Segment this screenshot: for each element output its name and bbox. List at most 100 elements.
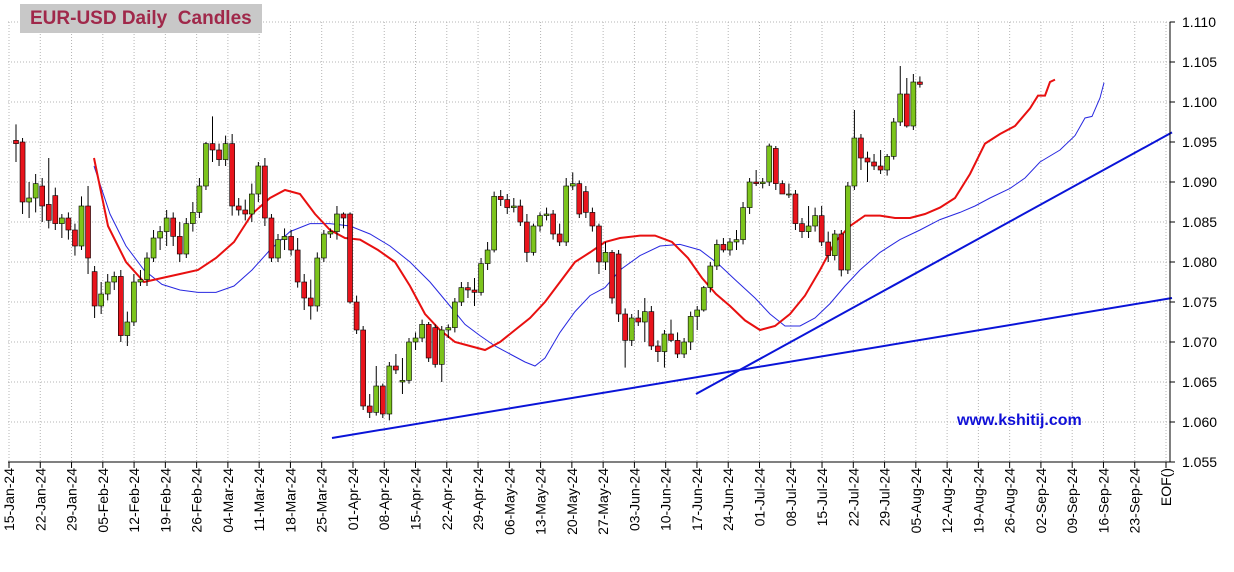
candle	[720, 238, 727, 253]
candle	[674, 332, 681, 358]
x-tick-label: 20-May-24	[564, 468, 580, 535]
candle-body-up	[786, 193, 792, 196]
y-tick-label: 1.060	[1182, 414, 1217, 430]
candle-body-up	[124, 321, 131, 336]
candle	[812, 207, 818, 232]
candle	[307, 279, 314, 320]
candle	[635, 310, 642, 326]
candle-body-up	[661, 333, 668, 352]
candle	[190, 202, 196, 232]
candle	[641, 298, 648, 342]
candle-body-up	[334, 213, 340, 232]
candle-body-down	[838, 233, 845, 271]
candle	[622, 308, 628, 368]
x-tick-label: 22-Jan-24	[32, 468, 48, 531]
candle-body-down	[425, 324, 432, 359]
x-tick-label: 22-Jul-24	[845, 468, 861, 527]
candle	[576, 180, 583, 218]
x-tick-label: 22-Apr-24	[439, 468, 455, 530]
candle	[150, 230, 157, 262]
candle-body-down	[648, 311, 655, 347]
y-tick-label: 1.095	[1182, 134, 1217, 150]
candle	[163, 210, 170, 246]
candle-body-down	[170, 217, 176, 237]
candle	[589, 207, 596, 232]
candle-body-up	[412, 337, 419, 343]
candle	[707, 262, 714, 293]
candle-body-down	[655, 345, 661, 352]
candle-body-down	[799, 223, 805, 232]
candle-body-up	[812, 215, 818, 227]
candle-body-up	[255, 165, 262, 195]
candle-body-up	[98, 293, 104, 307]
x-tick-label: 23-Sep-24	[1127, 468, 1143, 534]
x-tick-label: 29-Apr-24	[470, 468, 486, 530]
candle	[917, 76, 923, 88]
candle-body-down	[366, 405, 373, 413]
candle	[222, 135, 229, 166]
candle-body-up	[681, 341, 687, 355]
candle	[26, 182, 32, 218]
x-tick-label: 29-Jul-24	[877, 468, 893, 527]
candle-body-down	[825, 241, 832, 256]
candle	[118, 270, 124, 342]
candle-body-up	[32, 183, 39, 199]
candle	[628, 314, 635, 346]
candle-body-down	[497, 196, 504, 200]
candle	[124, 311, 131, 346]
x-tick-label: 18-Mar-24	[282, 468, 298, 533]
x-tick-label: 19-Aug-24	[970, 468, 986, 534]
candle-body-up	[78, 205, 85, 247]
candle	[471, 278, 478, 306]
candle-body-down	[45, 204, 52, 221]
candle-body-down	[524, 221, 530, 253]
candle	[360, 326, 366, 410]
candle	[288, 230, 294, 256]
candle	[759, 178, 766, 189]
candle-body-up	[851, 137, 858, 187]
candle-body-down	[871, 161, 877, 167]
candle	[661, 330, 668, 368]
candle	[203, 142, 209, 190]
candle-body-down	[589, 212, 596, 227]
candle-body-down	[432, 327, 439, 365]
candle	[740, 202, 746, 245]
candle-body-down	[576, 183, 583, 215]
candle-body-down	[353, 301, 360, 331]
candle-body-down	[393, 365, 399, 371]
candle-body-down	[307, 297, 314, 307]
candle	[39, 178, 46, 222]
candle	[890, 118, 897, 160]
candle-body-up	[150, 237, 157, 259]
candle-body-down	[262, 165, 268, 219]
candle-body-down	[216, 149, 222, 160]
candle-body-up	[314, 257, 321, 307]
candle	[897, 66, 904, 126]
candle	[327, 228, 334, 238]
y-tick-label: 1.075	[1182, 294, 1217, 310]
candle	[851, 110, 858, 190]
candle	[746, 178, 753, 214]
candle	[183, 218, 190, 258]
candle	[877, 150, 884, 174]
chart-title: EUR-USD Daily Candles	[30, 7, 252, 29]
candle-body-up	[727, 241, 733, 251]
candle-body-up	[478, 263, 484, 293]
x-tick-label: 24-Jun-24	[720, 468, 736, 531]
candle-body-down	[550, 213, 556, 235]
candle-body-up	[700, 287, 707, 311]
x-tick-label: 01-Jul-24	[751, 468, 767, 527]
candle	[347, 212, 353, 304]
candle-body-down	[596, 225, 602, 263]
candle	[563, 178, 570, 246]
y-axis-tick-labels: 1.055 1.060 1.065 1.070 1.075 1.080 1.085 1.090…	[1182, 14, 1217, 470]
candle	[216, 143, 222, 166]
x-tick-label: 29-Jan-24	[64, 468, 80, 531]
candle	[340, 212, 347, 229]
candle	[111, 271, 118, 290]
x-tick-label: 09-Sep-24	[1064, 468, 1080, 534]
candle	[517, 199, 524, 226]
candle-body-down	[379, 385, 386, 415]
candle	[779, 180, 786, 195]
y-tick-label: 1.110	[1182, 14, 1216, 30]
